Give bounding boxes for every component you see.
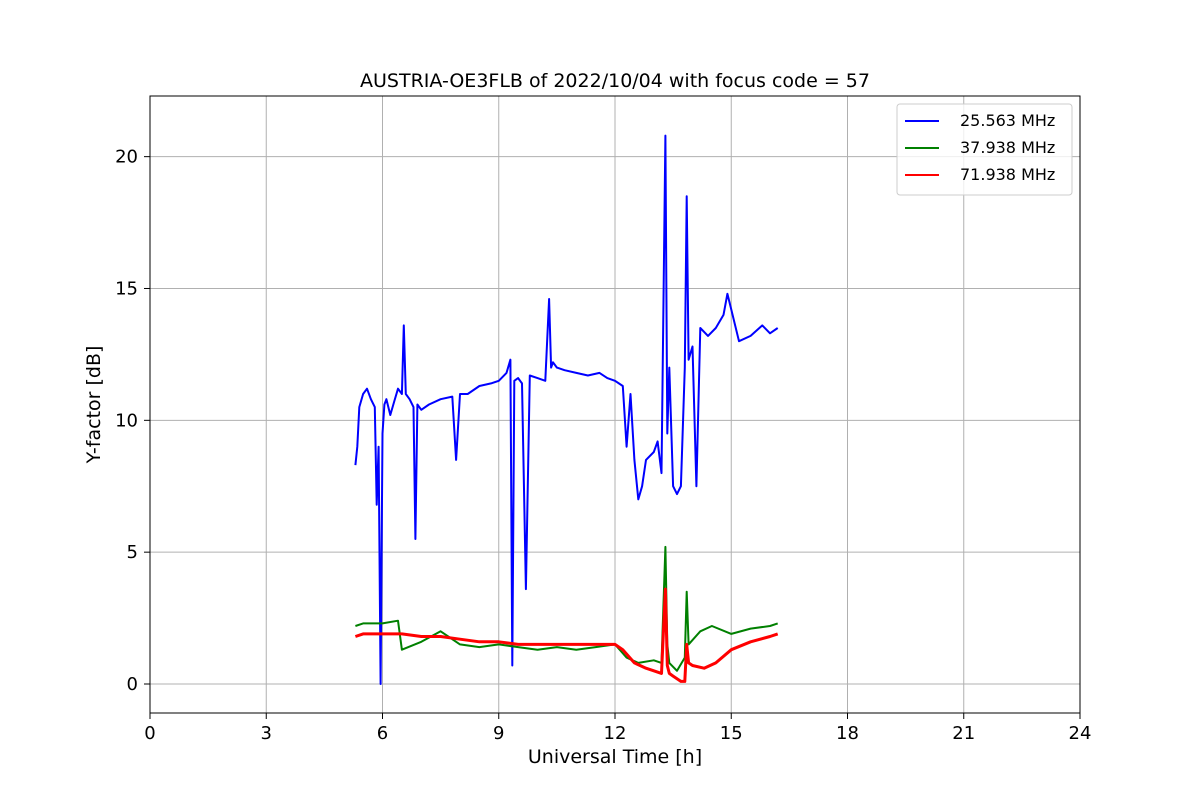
legend-box <box>896 103 1073 196</box>
tick-layer: 0 3 6 9 12 15 18 21 24 0 5 10 15 20 <box>115 147 1091 744</box>
x-tick-label: 6 <box>377 723 388 744</box>
y-tick-label: 15 <box>115 278 138 299</box>
y-tick-label: 5 <box>127 542 138 563</box>
y-tick-label: 0 <box>127 674 138 695</box>
legend-label: 25.563 MHz <box>960 111 1055 130</box>
x-tick-label: 0 <box>144 723 155 744</box>
legend: 25.563 MHz 37.938 MHz 71.938 MHz <box>896 103 1073 196</box>
series-line-1 <box>354 134 779 685</box>
x-axis-label: Universal Time [h] <box>528 746 702 768</box>
legend-label: 37.938 MHz <box>960 138 1055 157</box>
x-tick-label: 18 <box>836 723 859 744</box>
y-tick-label: 10 <box>115 410 138 431</box>
y-axis-label: Y-factor [dB] <box>83 346 105 465</box>
series-line-2 <box>355 545 779 672</box>
legend-label: 71.938 MHz <box>960 165 1055 184</box>
series-layer <box>354 134 779 685</box>
x-tick-label: 3 <box>261 723 272 744</box>
chart-title: AUSTRIA-OE3FLB of 2022/10/04 with focus … <box>360 70 870 92</box>
x-tick-label: 9 <box>493 723 504 744</box>
x-tick-label: 15 <box>720 723 743 744</box>
x-tick-label: 24 <box>1069 723 1092 744</box>
y-tick-label: 20 <box>115 147 138 168</box>
x-tick-label: 12 <box>604 723 627 744</box>
series-line-3 <box>354 587 779 683</box>
x-tick-label: 21 <box>952 723 975 744</box>
